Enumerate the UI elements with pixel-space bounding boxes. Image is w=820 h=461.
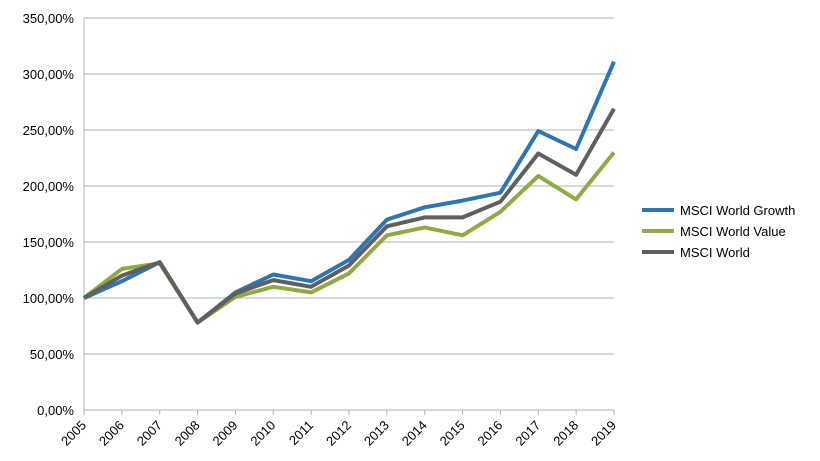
series-line-0 xyxy=(83,60,616,325)
x-tick-label: 2005 xyxy=(58,418,89,449)
x-tick-label: 2015 xyxy=(437,418,468,449)
legend: MSCI World Growth MSCI World Value MSCI Wo… xyxy=(642,203,795,260)
y-tick-label: 150,00% xyxy=(23,235,75,250)
x-tick-label: 2011 xyxy=(286,418,316,448)
axes xyxy=(83,18,615,415)
x-tick-label: 2010 xyxy=(247,418,278,449)
legend-label-1: MSCI World Value xyxy=(680,224,786,239)
y-tick-label: 100,00% xyxy=(23,291,75,306)
x-axis-tick-labels: 2005 2006 2007 2008 2009 2010 2011 2012 2013 2014… xyxy=(58,418,619,449)
x-tick-label: 2019 xyxy=(588,418,619,449)
x-tick-label: 2013 xyxy=(361,418,392,449)
y-tick-label: 350,00% xyxy=(23,11,75,26)
x-tick-label: 2016 xyxy=(474,418,505,449)
y-tick-label: 0,00% xyxy=(37,403,74,418)
y-axis-tick-labels: 0,00% 50,00% 100,00% 150,00% 200,00% 250,00% 3… xyxy=(23,11,75,418)
x-tick-label: 2009 xyxy=(209,418,240,449)
series-line-2 xyxy=(82,107,616,325)
x-tick-label: 2006 xyxy=(96,418,127,449)
y-tick-label: 200,00% xyxy=(23,179,75,194)
x-tick-label: 2017 xyxy=(512,418,543,449)
x-tick-label: 2008 xyxy=(172,418,203,449)
y-tick-label: 300,00% xyxy=(23,67,75,82)
y-tick-label: 250,00% xyxy=(23,123,75,138)
x-tick-label: 2014 xyxy=(399,418,430,449)
legend-label-2: MSCI World xyxy=(680,245,750,260)
x-tick-label: 2007 xyxy=(134,418,165,449)
series-line-1 xyxy=(82,151,616,325)
legend-label-0: MSCI World Growth xyxy=(680,203,795,218)
y-tick-label: 50,00% xyxy=(30,347,75,362)
x-tick-label: 2018 xyxy=(550,418,581,449)
grid-lines xyxy=(84,17,614,411)
series-lines xyxy=(82,60,616,325)
x-tick-label: 2012 xyxy=(323,418,354,449)
